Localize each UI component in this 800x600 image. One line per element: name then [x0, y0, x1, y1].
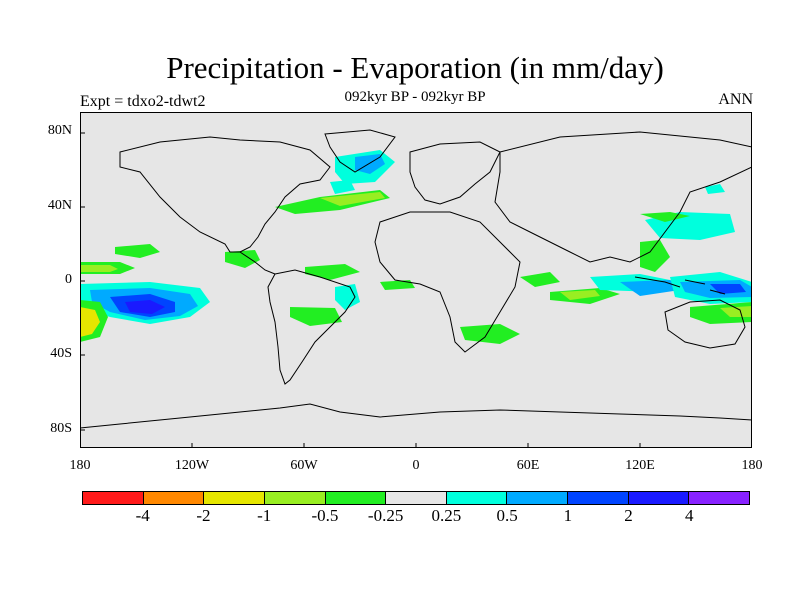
contour-yellow-pacific-north — [80, 265, 118, 272]
contour-green-gulf — [225, 250, 260, 268]
colorbar-cell — [143, 492, 205, 504]
colorbar-label: 0.25 — [431, 506, 462, 525]
colorbar-cell — [204, 492, 265, 504]
contour-green-south-brazil — [290, 307, 342, 326]
contour-green-subtropical-pacific — [115, 244, 160, 258]
contour-cyan-asia-north — [705, 184, 725, 194]
colorbar-cell — [83, 492, 144, 504]
lon-label-60e: 60E — [516, 458, 540, 473]
contour-green-west-africa — [380, 280, 415, 290]
colorbar-label: -1 — [257, 506, 272, 525]
contour-green-southeast-africa — [460, 324, 520, 344]
contour-cyan-labrador — [330, 180, 355, 194]
colorbar-cell — [628, 492, 690, 504]
coast-antarctica — [79, 403, 753, 429]
lon-label-60w: 60W — [290, 458, 318, 473]
lon-label-180w: 180 — [69, 458, 91, 473]
colorbar-label: -0.5 — [311, 506, 339, 525]
map-panel — [79, 112, 781, 448]
contour-blue-west-pacific — [710, 284, 746, 294]
coast-australia — [664, 299, 746, 349]
coast-greenland — [324, 129, 396, 173]
colorbar-cell — [507, 492, 569, 504]
colorbar-label: -4 — [135, 506, 150, 525]
map-svg — [79, 112, 781, 448]
contour-cyan-amazon — [335, 284, 360, 310]
colorbar-cell — [689, 492, 750, 504]
coast-maritime-continent — [634, 276, 726, 295]
experiment-label: Expt = tdxo2-tdwt2 — [80, 93, 206, 110]
contour-yellowgreen-south-pacific-east — [720, 306, 752, 317]
colorbar-label: -2 — [196, 506, 211, 525]
contour-yellow-pacific-south — [80, 307, 100, 337]
coast-africa — [374, 211, 521, 353]
lon-label-0: 0 — [412, 458, 420, 473]
lon-label-120w: 120W — [174, 458, 210, 473]
contour-patches — [80, 150, 752, 344]
contour-green-tropical-atlantic — [305, 264, 360, 280]
lat-label-80n: 80N — [47, 123, 72, 138]
contour-green-west-pacific — [640, 240, 670, 272]
colorbar-cell — [386, 492, 447, 504]
contour-green-arabian — [520, 272, 560, 287]
colorbar-label: 4 — [685, 506, 694, 525]
colorbar-cell — [264, 492, 326, 504]
lat-label-0: 0 — [65, 272, 72, 287]
plot-title: Precipitation - Evaporation (in mm/day) — [166, 50, 664, 85]
colorbar-label: 1 — [563, 506, 573, 525]
tick-marks — [80, 132, 641, 448]
contour-yellowgreen-gulfstream — [320, 192, 385, 206]
colorbar-cell — [446, 492, 508, 504]
colorbar-cell — [325, 492, 387, 504]
colorbar-cell — [568, 492, 629, 504]
lat-label-40n: 40N — [47, 198, 72, 213]
coast-asia — [494, 131, 753, 263]
plot-subtitle: 092kyr BP - 092kyr BP — [344, 89, 486, 105]
lat-label-80s: 80S — [50, 421, 72, 436]
coast-south-america — [267, 269, 356, 385]
coastlines — [79, 129, 781, 429]
lon-label-120e: 120E — [625, 458, 655, 473]
season-label: ANN — [718, 91, 753, 108]
coast-europe — [409, 141, 501, 205]
contour-lightblue-indian — [620, 280, 680, 296]
coast-central-america — [239, 251, 276, 275]
colorbar — [82, 491, 750, 505]
colorbar-label: 2 — [624, 506, 633, 525]
contour-yellowgreen-south-indian — [560, 290, 600, 300]
contour-darkblue-pacific — [125, 300, 165, 314]
coast-north-america — [119, 136, 331, 253]
colorbar-label: 0.5 — [496, 506, 518, 525]
lon-label-180e: 180 — [741, 458, 763, 473]
colorbar-label: -0.25 — [367, 506, 404, 525]
lat-label-40s: 40S — [50, 346, 72, 361]
